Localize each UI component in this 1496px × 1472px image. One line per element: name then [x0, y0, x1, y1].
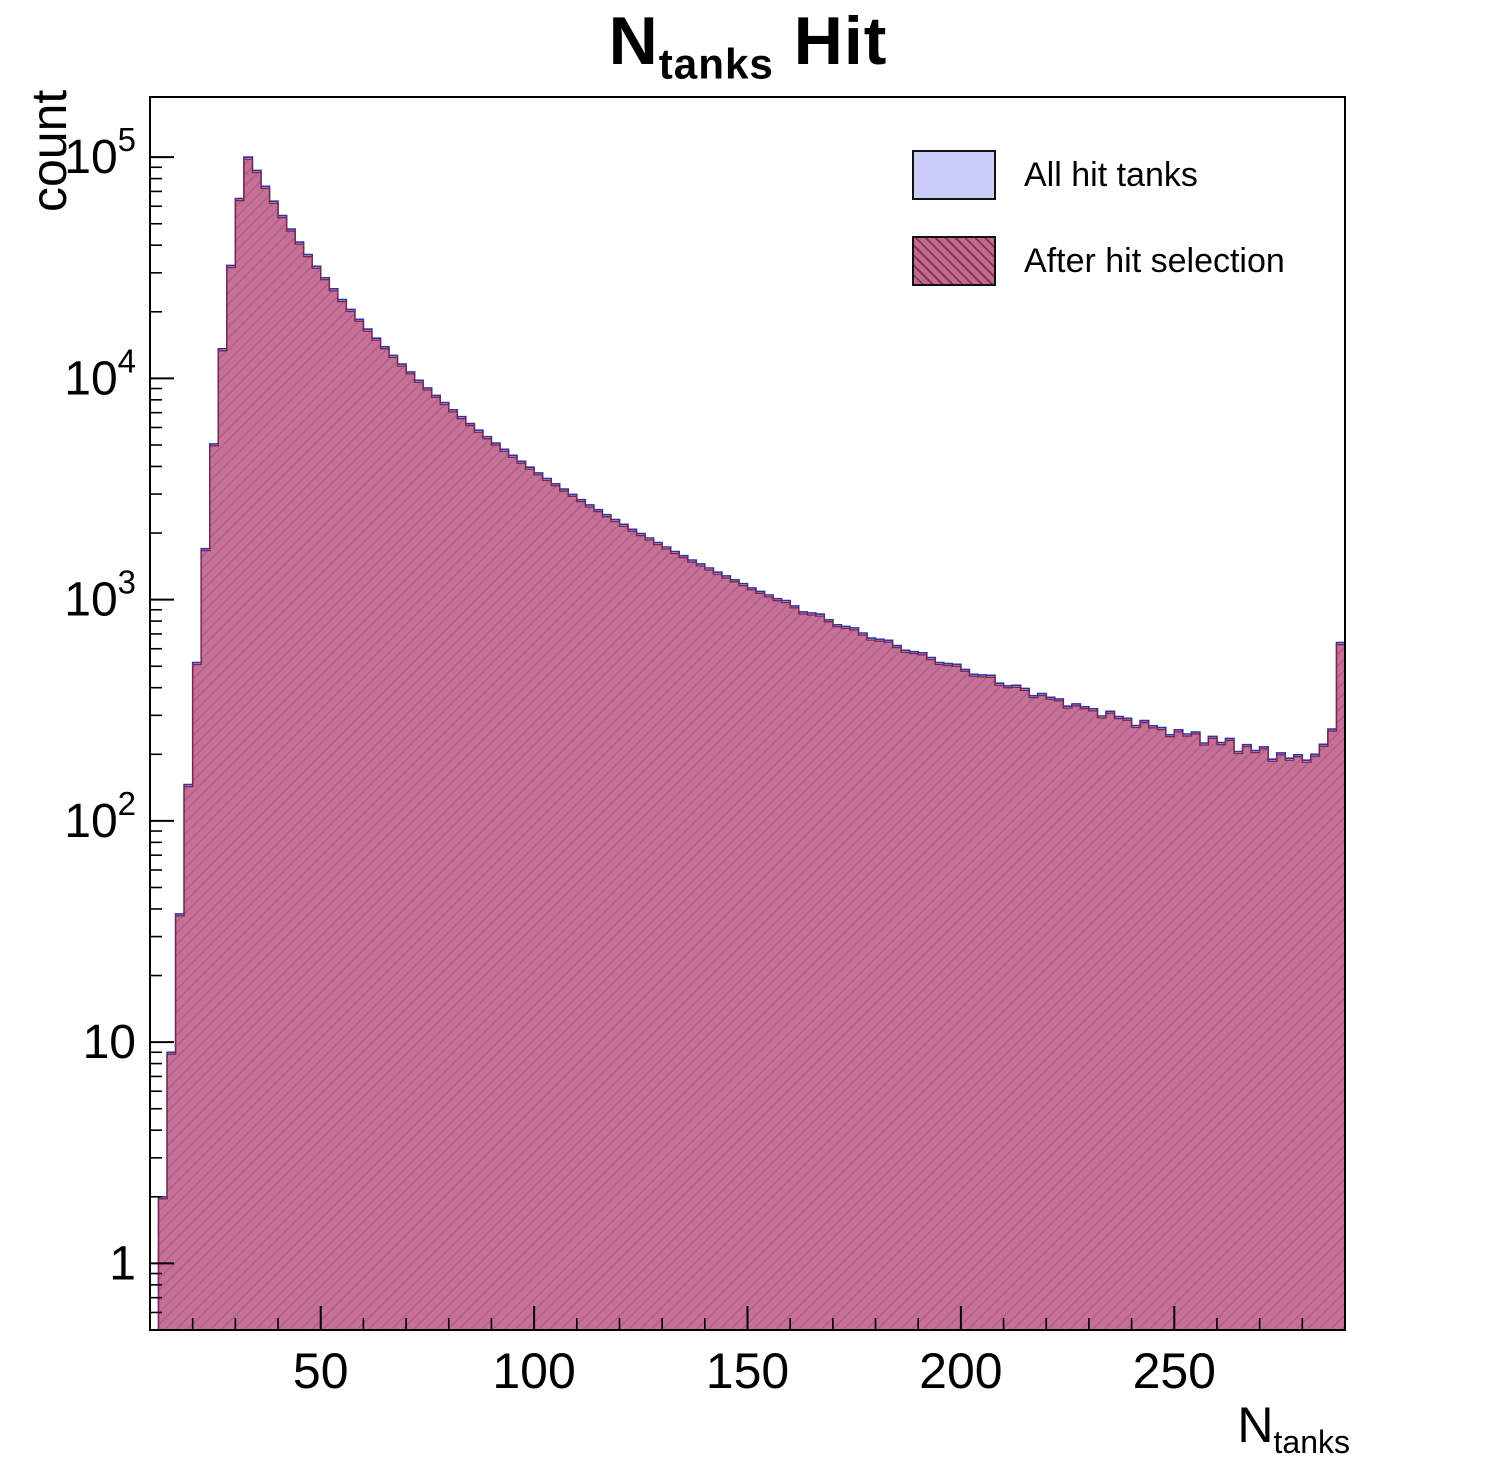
svg-text:104: 104 — [64, 342, 136, 405]
y-axis-title: count — [21, 89, 77, 212]
legend: All hit tanks After hit selection — [912, 150, 1285, 322]
chart-title-main: N — [608, 3, 659, 79]
svg-text:103: 103 — [64, 564, 136, 627]
x-axis-title-main: N — [1237, 1397, 1274, 1453]
legend-swatch-after — [912, 236, 996, 286]
legend-item-after-hit-selection: After hit selection — [912, 236, 1285, 286]
svg-text:102: 102 — [64, 785, 136, 848]
svg-text:105: 105 — [64, 121, 136, 184]
svg-text:1: 1 — [109, 1237, 136, 1290]
svg-text:200: 200 — [919, 1343, 1002, 1399]
chart-title-subscript: tanks — [658, 40, 774, 88]
legend-label-all: All hit tanks — [1024, 155, 1198, 194]
legend-label-after: After hit selection — [1024, 241, 1285, 280]
svg-text:250: 250 — [1133, 1343, 1216, 1399]
legend-swatch-all — [912, 150, 996, 200]
svg-text:150: 150 — [706, 1343, 789, 1399]
chart-title: Ntanks Hit — [0, 2, 1496, 89]
x-axis-title-subscript: tanks — [1273, 1424, 1350, 1460]
x-axis-title: Ntanks — [1100, 1396, 1350, 1461]
legend-item-all-hit-tanks: All hit tanks — [912, 150, 1285, 200]
chart-title-suffix: Hit — [773, 3, 888, 79]
svg-text:50: 50 — [293, 1343, 349, 1399]
svg-text:10: 10 — [83, 1016, 136, 1069]
svg-text:100: 100 — [492, 1343, 575, 1399]
